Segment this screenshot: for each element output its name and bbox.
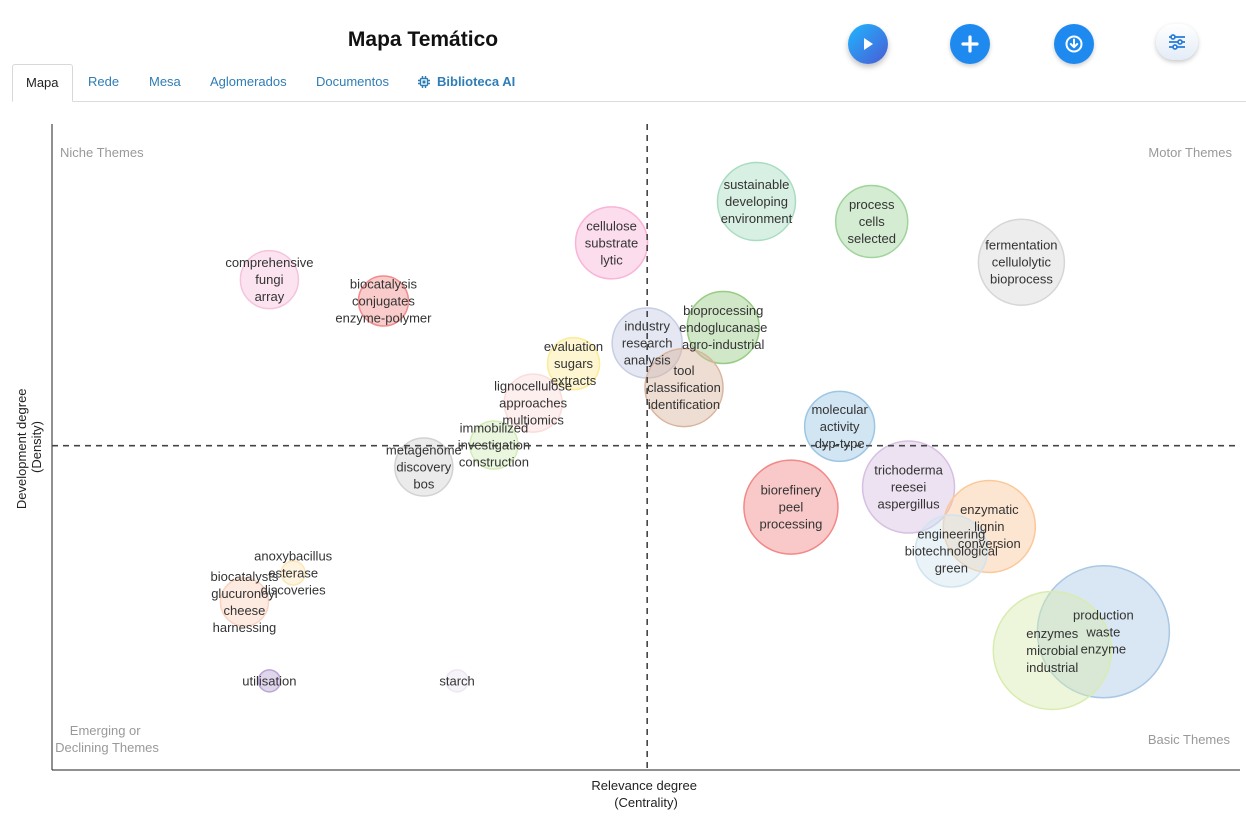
quadrant-label-basic: Basic Themes bbox=[1148, 732, 1231, 747]
cluster-bubble[interactable] bbox=[546, 336, 601, 391]
cluster-bubble[interactable] bbox=[357, 275, 410, 327]
quadrant-label-emerging: Emerging or Declining Themes bbox=[55, 723, 159, 755]
cluster-bubble[interactable] bbox=[992, 590, 1113, 711]
tab-mapa[interactable]: Mapa bbox=[12, 64, 73, 102]
cluster-label: engineering biotechnological green bbox=[905, 527, 998, 576]
quadrant-label-motor: Motor Themes bbox=[1148, 145, 1232, 160]
cluster-label: process cells selected bbox=[848, 197, 896, 246]
cluster-label: trichoderma reesei aspergillus bbox=[874, 463, 943, 512]
cluster-label: starch bbox=[439, 673, 474, 688]
cluster-label: metagenome discovery bos bbox=[386, 443, 462, 492]
cluster-bubble[interactable] bbox=[1036, 565, 1171, 699]
x-axis-label: Relevance degree (Centrality) bbox=[591, 778, 700, 810]
cluster-bubble[interactable] bbox=[394, 437, 454, 497]
cluster-bubble[interactable] bbox=[280, 560, 306, 586]
cluster-label: enzymatic lignin conversion bbox=[958, 502, 1021, 551]
cluster-label: utilisation bbox=[242, 673, 296, 688]
cluster-bubble[interactable] bbox=[716, 161, 797, 242]
cluster-bubble[interactable] bbox=[803, 390, 876, 463]
cluster-bubble[interactable] bbox=[834, 184, 909, 259]
cluster-bubble[interactable] bbox=[503, 373, 563, 433]
cluster-bubble[interactable] bbox=[219, 577, 270, 627]
cluster-label: comprehensive fungi array bbox=[225, 255, 313, 304]
chip-icon bbox=[418, 76, 430, 88]
cluster-label: sustainable developing environment bbox=[721, 177, 793, 226]
cluster-label: evaluation sugars extracts bbox=[544, 339, 603, 388]
tab-mesa[interactable]: Mesa bbox=[149, 74, 181, 89]
cluster-label: biorefinery peel processing bbox=[759, 483, 822, 532]
cluster-bubble[interactable] bbox=[644, 347, 724, 428]
tab-documentos[interactable]: Documentos bbox=[316, 74, 389, 89]
cluster-bubble[interactable] bbox=[445, 669, 469, 693]
cluster-bubble[interactable] bbox=[239, 249, 300, 310]
page-title: Mapa Temático bbox=[347, 28, 499, 51]
cluster-label: anoxybacillus esterase discoveries bbox=[254, 548, 333, 597]
add-button[interactable] bbox=[950, 24, 990, 64]
quadrant-label-niche: Niche Themes bbox=[60, 145, 144, 160]
cluster-label: enzymes microbial industrial bbox=[1026, 626, 1079, 675]
download-button[interactable] bbox=[1054, 24, 1094, 64]
sliders-icon bbox=[1169, 34, 1185, 50]
tab-biblioteca-ai-label: Biblioteca AI bbox=[437, 74, 516, 89]
cluster-label: molecular activity dyp-type bbox=[811, 402, 868, 451]
cluster-bubble[interactable] bbox=[743, 459, 839, 555]
settings-button[interactable] bbox=[1156, 24, 1198, 60]
cluster-bubble[interactable] bbox=[914, 514, 989, 588]
cluster-bubble[interactable] bbox=[257, 669, 282, 693]
cluster-label: biocatalysis conjugates enzyme-polymer bbox=[335, 277, 432, 326]
y-axis-label: Development degree (Density) bbox=[14, 385, 44, 509]
play-button[interactable] bbox=[848, 24, 888, 64]
cluster-label: tool classification identification bbox=[647, 363, 721, 412]
cluster-label: production waste enzyme bbox=[1073, 607, 1134, 656]
cluster-bubble[interactable] bbox=[574, 206, 649, 280]
cluster-bubble[interactable] bbox=[977, 218, 1066, 306]
cluster-bubble[interactable] bbox=[942, 479, 1037, 574]
plus-icon bbox=[961, 35, 979, 53]
tab-aglomerados[interactable]: Aglomerados bbox=[210, 74, 287, 89]
cluster-label: bioprocessing endoglucanase agro-industria… bbox=[679, 303, 767, 352]
cluster-label: biocatalysts glucuronoyl cheese harnessing bbox=[210, 569, 278, 635]
tab-rede[interactable]: Rede bbox=[88, 74, 120, 89]
cluster-label: cellulose substrate lytic bbox=[585, 218, 638, 267]
tab-bar: Mapa Rede Mesa Aglomerados Documentos Bi… bbox=[12, 64, 1246, 102]
cluster-bubble[interactable] bbox=[861, 440, 956, 534]
cluster-label: lignocellulose approaches multiomics bbox=[494, 379, 572, 428]
tab-biblioteca-ai[interactable]: Biblioteca AI bbox=[417, 64, 515, 100]
cluster-bubble[interactable] bbox=[686, 290, 760, 365]
cluster-label: fermentation cellulolytic bioprocess bbox=[985, 238, 1057, 287]
play-icon bbox=[864, 38, 873, 50]
download-icon bbox=[1065, 35, 1083, 53]
